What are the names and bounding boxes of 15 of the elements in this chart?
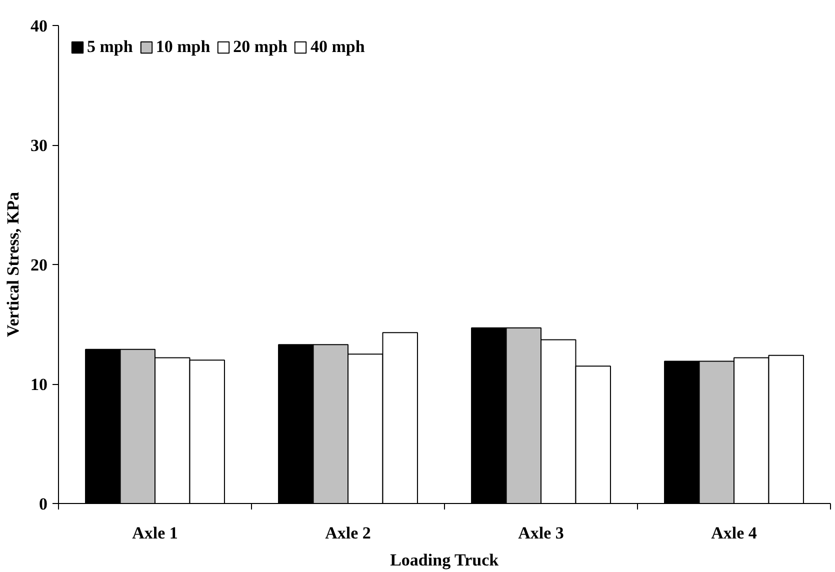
x-tick-label: Axle 4 bbox=[711, 524, 758, 542]
legend-label: 5 mph bbox=[87, 37, 133, 57]
y-tick-label: 30 bbox=[30, 136, 48, 155]
legend-label: 20 mph bbox=[233, 37, 288, 57]
y-tick-label: 20 bbox=[30, 256, 48, 274]
legend-label: 40 mph bbox=[310, 37, 365, 57]
x-tick-label: Axle 3 bbox=[518, 524, 564, 542]
y-tick-label: 10 bbox=[30, 375, 48, 394]
legend-label: 10 mph bbox=[156, 37, 210, 57]
x-tick-label: Axle 1 bbox=[132, 524, 178, 542]
x-axis-title: Loading Truck bbox=[390, 550, 500, 570]
x-tick-label: Axle 2 bbox=[325, 524, 371, 542]
y-tick-label: 40 bbox=[30, 16, 48, 36]
y-axis-title: Vertical Stress, KPa bbox=[4, 192, 22, 337]
y-tick-label: 0 bbox=[39, 494, 48, 514]
